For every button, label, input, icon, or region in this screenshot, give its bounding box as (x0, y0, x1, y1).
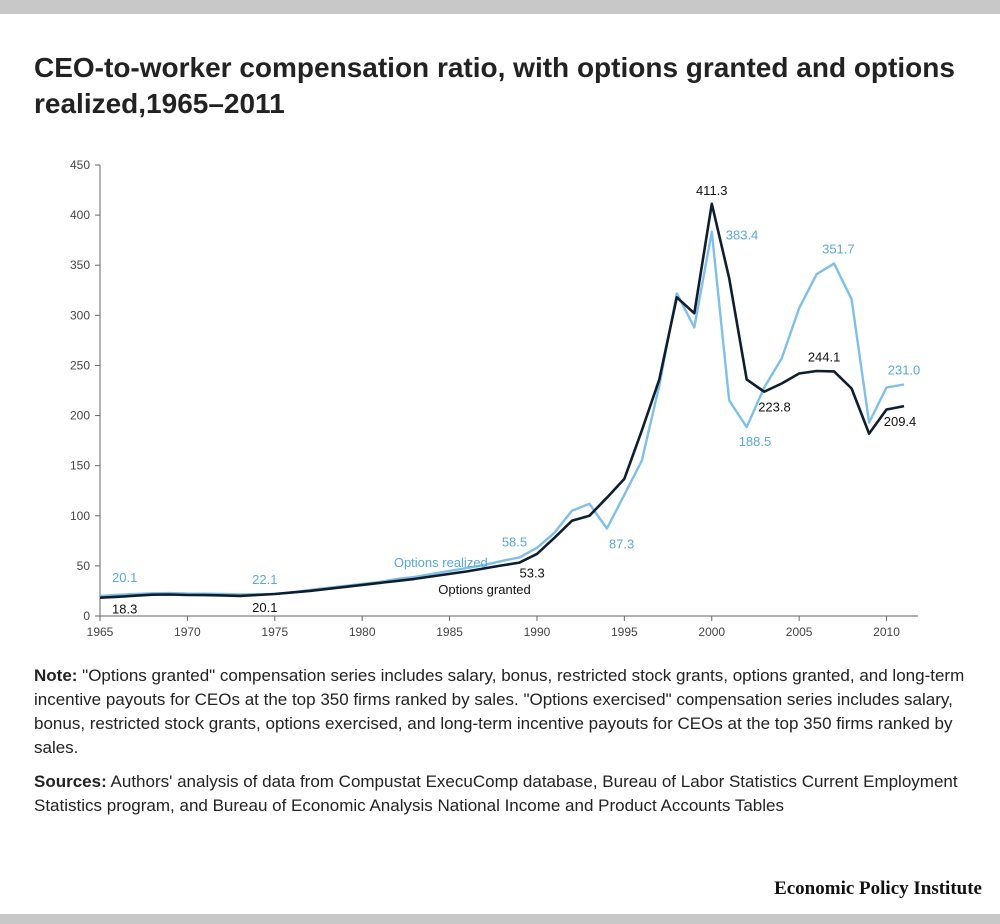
data-label-realized: 383.4 (726, 228, 759, 243)
data-label-granted: 209.4 (884, 414, 917, 429)
x-tick-label: 1970 (174, 625, 201, 639)
x-tick-label: 1980 (349, 625, 376, 639)
top-border-bar (0, 0, 1000, 14)
data-label-granted: 53.3 (519, 566, 544, 581)
data-label-granted: 20.1 (252, 600, 277, 615)
y-tick-label: 100 (70, 509, 90, 523)
data-label-realized: 188.5 (739, 434, 772, 449)
data-label-realized: 87.3 (609, 537, 634, 552)
y-tick-label: 200 (70, 409, 90, 423)
data-label-realized: 58.5 (502, 534, 527, 549)
x-tick-label: 2005 (786, 625, 813, 639)
y-tick-label: 400 (70, 208, 90, 222)
sources-label: Sources: (34, 772, 107, 791)
x-tick-label: 1985 (436, 625, 463, 639)
y-tick-label: 0 (83, 609, 90, 623)
sources-text: Authors' analysis of data from Compustat… (34, 772, 958, 815)
note-paragraph: Note: "Options granted" compensation ser… (34, 664, 974, 760)
data-label-realized: 20.1 (112, 570, 137, 585)
series-line-granted (99, 202, 905, 599)
series-line-realized (99, 230, 905, 598)
note-label: Note: (34, 666, 78, 685)
series-name-label-realized: Options realized (394, 555, 488, 570)
bottom-border-bar (0, 914, 1000, 924)
y-tick-label: 50 (77, 559, 91, 573)
note-text: "Options granted" compensation series in… (34, 666, 965, 757)
brand-logo-text: Economic Policy Institute (774, 878, 982, 899)
y-tick-label: 450 (70, 158, 90, 172)
x-tick-label: 2000 (698, 625, 725, 639)
data-label-granted: 411.3 (696, 183, 728, 198)
data-label-granted: 223.8 (758, 400, 791, 415)
chart-title: CEO-to-worker compensation ratio, with o… (34, 52, 955, 119)
y-tick-label: 250 (70, 358, 90, 372)
x-tick-label: 1990 (524, 625, 551, 639)
sources-paragraph: Sources: Authors' analysis of data from … (34, 770, 974, 818)
x-tick-label: 1965 (87, 625, 114, 639)
data-label-realized: 231.0 (888, 362, 921, 377)
data-label-granted: 244.1 (808, 349, 841, 364)
x-tick-label: 1975 (261, 625, 288, 639)
y-tick-label: 350 (70, 258, 90, 272)
notes-section: Note: "Options granted" compensation ser… (34, 664, 974, 828)
x-tick-label: 2010 (873, 625, 900, 639)
line-chart: 0 50 100 150 200 250 300 350 400 450 1965 1970 1975 1… (70, 158, 921, 639)
data-label-granted: 18.3 (112, 602, 137, 617)
x-tick-label: 1995 (611, 625, 638, 639)
series-name-label-granted: Options granted (438, 582, 531, 597)
data-label-realized: 351.7 (822, 242, 855, 257)
y-tick-label: 150 (70, 459, 90, 473)
y-tick-label: 300 (70, 308, 90, 322)
data-label-realized: 22.1 (252, 572, 277, 587)
